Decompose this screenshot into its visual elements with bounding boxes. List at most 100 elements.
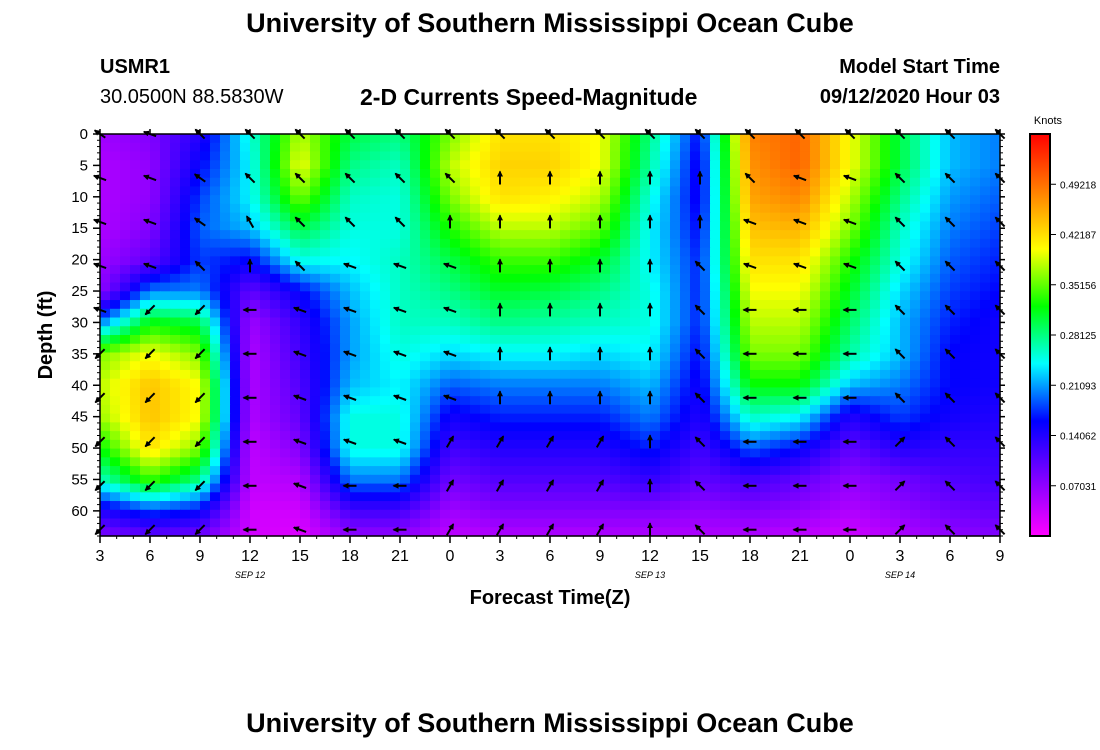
heat-cell [480,326,491,336]
heat-cell [940,273,951,284]
heat-cell [220,317,231,327]
heat-cell [320,160,331,170]
heat-cell [470,221,481,231]
heat-cell [280,335,291,345]
heat-cell [400,134,411,144]
heat-cell [170,518,181,528]
heat-cell [700,492,711,502]
heat-cell [580,509,591,520]
heat-cell [160,396,171,406]
heat-cell [180,326,191,336]
heat-cell [450,273,461,284]
heat-cell [350,474,361,485]
heat-cell [170,238,181,249]
heat-cell [670,265,681,275]
heat-cell [200,317,211,327]
heat-cell [560,317,571,327]
heat-cell [290,378,301,389]
heat-cell [550,195,561,205]
heat-cell [920,527,931,537]
heat-cell [850,474,861,485]
heat-cell [380,326,391,336]
heat-cell [620,230,631,240]
heat-cell [260,387,271,397]
heat-cell [950,343,961,354]
heat-cell [980,439,991,450]
heat-cell [960,492,971,502]
heat-cell [780,369,791,380]
current-arrow [245,215,255,229]
heat-cell [280,369,291,380]
heat-cell [570,177,581,188]
date-label: SEP 14 [885,570,915,580]
current-arrow [392,350,407,358]
current-arrow [194,436,206,448]
heat-cell [960,300,971,310]
heat-cell [820,151,831,161]
heat-cell [430,326,441,336]
heat-cell [940,142,951,153]
heat-cell [260,308,271,319]
heat-cell [580,413,591,423]
heat-cell [560,326,571,336]
heat-cell [610,483,621,493]
heat-cell [480,134,491,144]
heat-cell [680,343,691,354]
heat-cell [530,230,541,240]
heat-cell [670,387,681,397]
heat-cell [580,457,591,467]
heat-cell [720,230,731,240]
heat-cell [500,396,511,406]
heat-cell [840,527,851,537]
heat-cell [550,404,561,415]
heat-cell [400,457,411,467]
heat-cell [660,501,671,511]
colorbar-tick-label: 0.28125 [1060,331,1097,342]
heat-cell [980,291,991,301]
heat-cell [620,501,631,511]
heat-cell [740,387,751,397]
heat-cell [610,343,621,354]
heat-cell [400,492,411,502]
heat-cell [340,151,351,161]
heat-cell [340,335,351,345]
heat-cell [230,317,241,327]
heat-cell [800,247,811,257]
heat-cell [560,413,571,423]
heat-cell [940,431,951,441]
heat-cell [940,221,951,231]
heat-cell [230,265,241,275]
date-label: SEP 12 [235,570,265,580]
heat-cell [470,238,481,249]
heat-cell [410,247,421,257]
heat-cell [340,509,351,520]
heat-cell [540,212,551,222]
heat-cell [630,466,641,476]
heat-cell [570,203,581,214]
heat-cell [400,518,411,528]
heat-cell [360,142,371,153]
heat-cell [350,195,361,205]
heat-cell [320,404,331,415]
heat-cell [890,160,901,170]
heat-cell [470,378,481,389]
heat-cell [920,300,931,310]
heat-cell [380,387,391,397]
heat-cell [990,291,1001,301]
heat-cell [420,177,431,188]
heat-cell [690,509,701,520]
heat-cell [930,431,941,441]
heat-cell [830,308,841,319]
heat-cell [940,317,951,327]
heat-cell [660,413,671,423]
heat-cell [460,291,471,301]
heat-cell [560,282,571,292]
heat-cell [560,518,571,528]
heat-cell [530,439,541,450]
heat-cell [570,483,581,493]
heat-cell [740,527,751,537]
heat-cell [100,265,111,275]
heat-cell [230,439,241,450]
heat-cell [880,457,891,467]
heat-cell [170,168,181,179]
